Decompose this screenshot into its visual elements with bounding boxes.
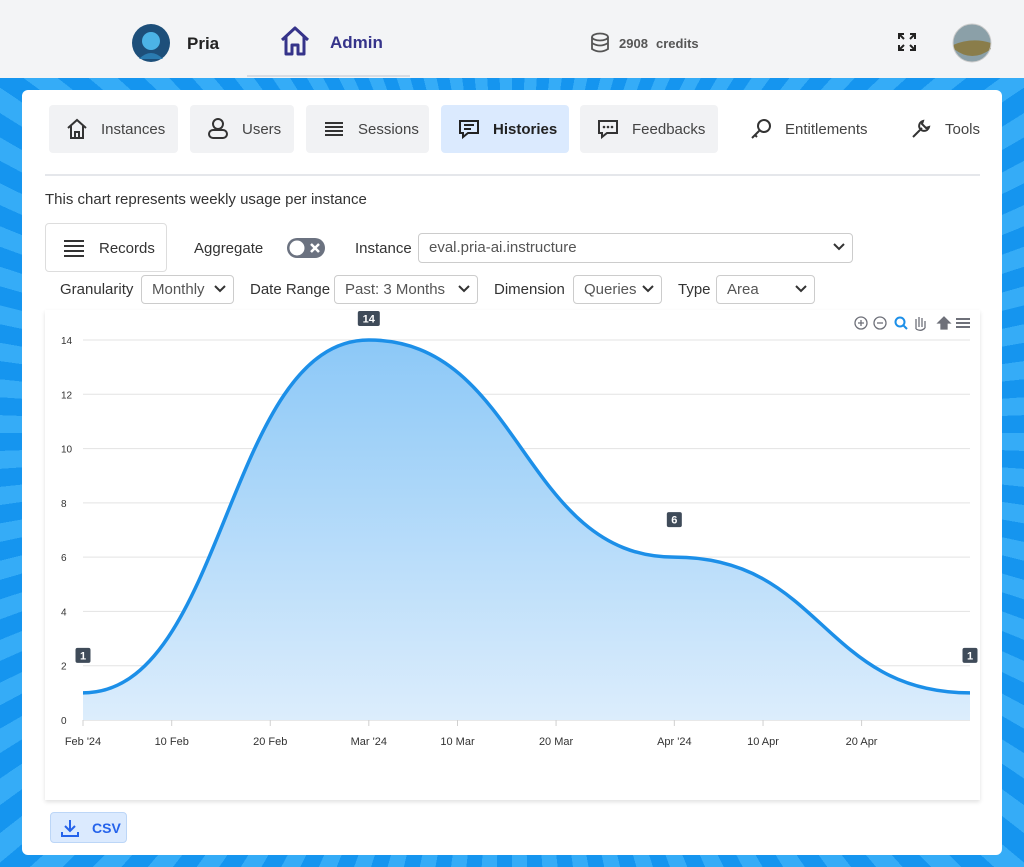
user-avatar[interactable] [131,23,171,63]
tab-label: Histories [493,120,558,138]
csv-button[interactable]: CSV [50,812,127,843]
tab[interactable]: Sessions [306,105,429,153]
area-fill [83,340,970,720]
dimension-label: Dimension [494,281,565,298]
y-tick-label: 10 [61,445,73,456]
tab-label: Feedbacks [632,120,706,138]
data-label: 14 [357,311,380,326]
tab[interactable]: Histories [441,105,569,153]
credits-amount: 2908 [619,36,648,51]
y-tick-label: 6 [61,553,67,564]
top-bar: Pria Admin 2908 credits [0,0,1024,78]
x-tick-label: Feb '24 [65,736,101,748]
x-tick-label: 10 Apr [747,736,779,748]
x-tick-label: 20 Apr [846,736,878,748]
select-value: eval.pria-ai.instructure [429,239,577,256]
home-icon [280,26,310,56]
x-tick-label: 10 Feb [155,736,189,748]
records-icon [64,240,84,257]
data-label: 1 [75,647,91,663]
tab[interactable]: Users [190,105,294,153]
select-value: Past: 3 Months [345,281,446,298]
divider [45,174,980,176]
profile-avatar[interactable] [952,23,992,63]
nav-admin[interactable]: Admin [330,33,383,52]
type-label: Type [678,281,711,298]
tab[interactable]: Entitlements [733,105,881,153]
data-label: 6 [666,512,682,528]
tab-icon [208,118,228,139]
tab[interactable]: Tools [893,105,985,153]
data-label-text: 1 [80,650,86,662]
data-label-text: 6 [671,515,677,527]
instance-label: Instance [355,240,412,257]
x-tick-label: Mar '24 [351,736,387,748]
tab-icon [67,118,87,139]
data-label-box [357,311,380,326]
tab-icon [459,120,479,140]
records-button[interactable]: Records [45,223,167,272]
tab-label: Tools [945,120,981,138]
tab-icon [751,119,771,139]
y-tick-label: 2 [61,662,67,673]
date-range-select[interactable]: Past: 3 Months [334,275,478,304]
credits-icon [591,32,609,53]
granularity-select[interactable]: Monthly [141,275,234,304]
y-tick-label: 12 [61,390,73,401]
x-tick-label: Apr '24 [657,736,692,748]
y-tick-label: 0 [61,716,67,727]
tab-icon [325,122,343,136]
data-label-box [666,512,682,528]
download-icon [61,820,79,837]
chevron [458,285,470,293]
y-tick-label: 14 [61,336,73,347]
tab[interactable]: Feedbacks [580,105,718,153]
tab-label: Sessions [358,120,419,138]
chevron [214,285,226,293]
chevron [795,285,807,293]
x-tick-label: 20 Feb [253,736,287,748]
tab[interactable]: Instances [49,105,178,153]
tab-label: Users [242,120,282,138]
csv-label: CSV [92,820,121,836]
y-tick-label: 8 [61,499,67,510]
chevron [642,285,654,293]
chart-toolbar [854,316,970,331]
chart: 0 2 4 6 8 10 12 14 Feb '24 10 Feb 20 Feb Mar '24 10 … [45,310,980,800]
type-select[interactable]: Area [716,275,815,304]
tab-icon [912,119,931,138]
granularity-label: Granularity [60,281,134,298]
data-label: 1 [962,647,978,663]
x-tick-label: 10 Mar [440,736,475,748]
chevron [833,243,845,251]
date-range-label: Date Range [250,281,331,298]
fullscreen-icon[interactable] [897,32,917,52]
select-value: Area [727,281,759,298]
y-tick-label: 4 [61,607,67,618]
dimension-select[interactable]: Queries [573,275,662,304]
instance-select[interactable]: eval.pria-ai.instructure [418,233,853,263]
user-name: Pria [187,34,220,53]
x-tick-label: 20 Mar [539,736,574,748]
nav-underline [247,75,410,77]
data-label-text: 1 [967,650,973,662]
data-label-box [962,647,978,663]
select-value: Queries [584,281,637,298]
tab-label: Entitlements [785,120,868,138]
data-label-text: 14 [363,314,376,326]
data-label-box [75,647,91,663]
description: This chart represents weekly usage per i… [45,191,367,208]
records-label: Records [99,240,155,257]
area-line [82,338,971,695]
credits-label: credits [656,36,699,51]
aggregate-toggle[interactable] [286,237,326,259]
aggregate-label: Aggregate [194,240,264,257]
tab-label: Instances [101,120,166,138]
select-value: Monthly [152,281,205,298]
tab-icon [598,120,618,140]
